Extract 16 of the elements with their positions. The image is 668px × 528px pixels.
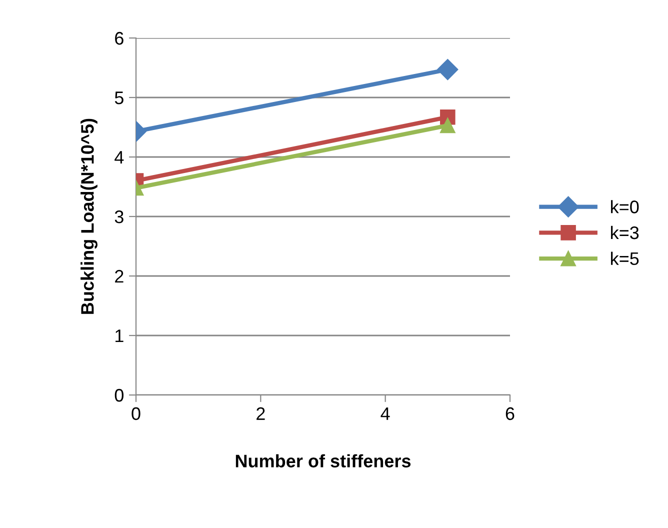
y-tick-label: 4: [114, 151, 124, 164]
y-tick-label: 3: [114, 210, 124, 224]
legend-label: k=5: [611, 252, 639, 266]
x-tick-label: 6: [506, 407, 514, 420]
y-tick-label: 6: [115, 32, 124, 45]
x-tick-label: 4: [380, 407, 390, 420]
y-tick-label: 0: [114, 388, 124, 402]
y-tick-label: 2: [115, 270, 124, 283]
y-tick-label: 5: [114, 92, 124, 104]
x-tick-label: 2: [256, 407, 265, 420]
y-tick-label: 1: [116, 330, 124, 342]
legend-label: k=3: [611, 226, 639, 240]
x-tick-label: 0: [132, 407, 140, 420]
y-axis-title: Buckling Load(N*10^5): [80, 118, 98, 314]
legend-label: k=0: [611, 200, 639, 214]
x-axis-title: Number of stiffeners: [236, 454, 411, 468]
